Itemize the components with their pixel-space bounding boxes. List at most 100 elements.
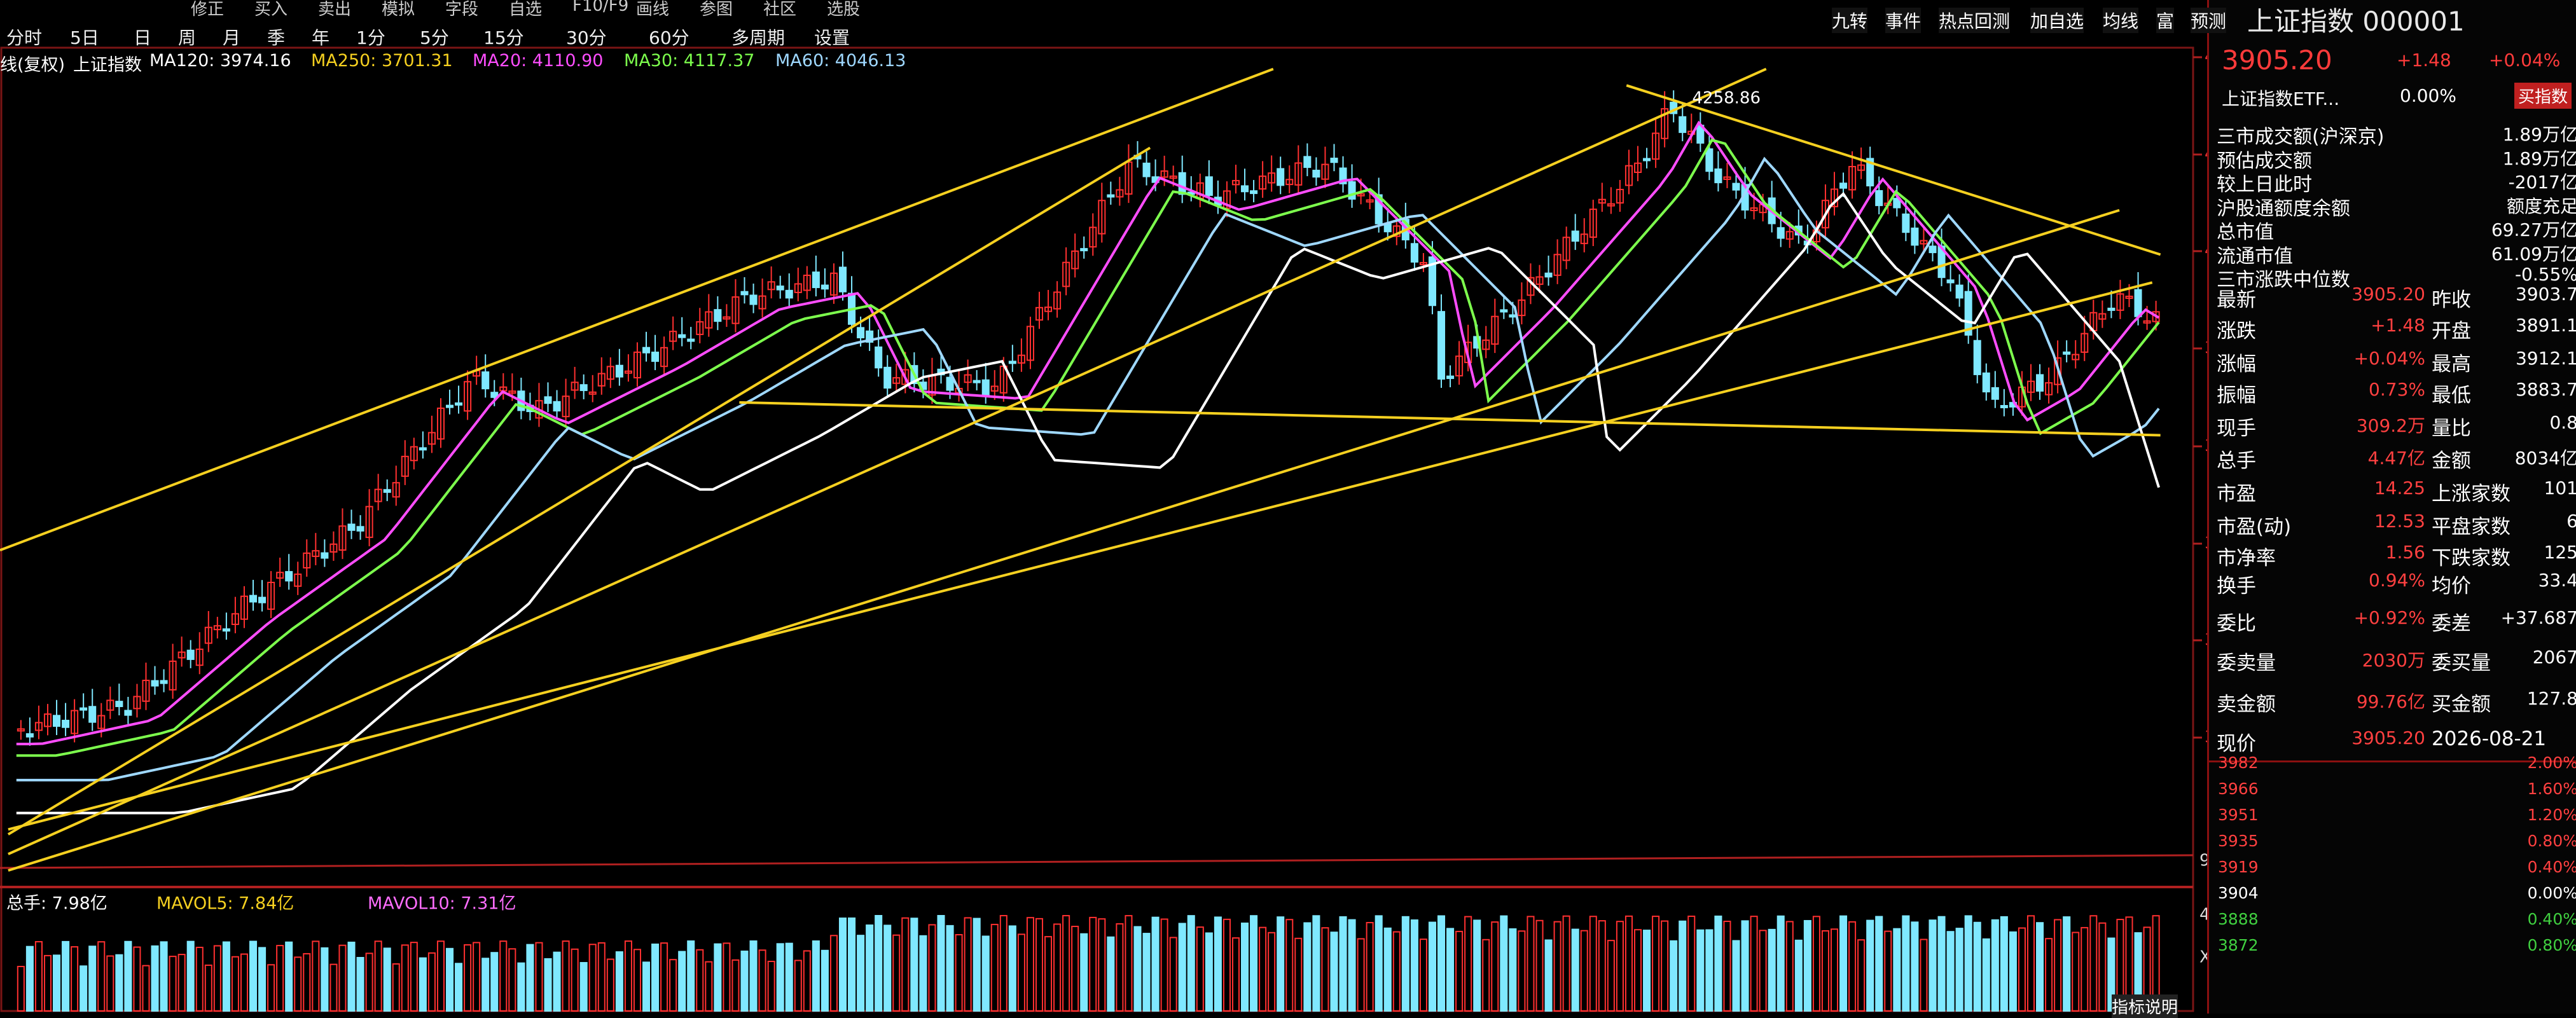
stat-value: -2017亿 xyxy=(2508,172,2576,193)
quote-label: 现价 xyxy=(2217,732,2256,755)
volume-bar xyxy=(544,958,552,1012)
volume-bar xyxy=(1509,928,1517,1012)
menu-item[interactable]: 模拟 xyxy=(382,0,415,19)
candle xyxy=(562,396,570,418)
period-tab[interactable]: 设置 xyxy=(814,27,850,48)
footer-tab[interactable]: 指标说明 xyxy=(2112,994,2178,1018)
candle xyxy=(615,364,623,378)
volume-bar xyxy=(1285,919,1294,1012)
volume-bar xyxy=(740,951,749,1012)
period-tab[interactable]: 日 xyxy=(134,27,152,48)
menu-item[interactable]: 修正 xyxy=(191,0,225,19)
menu-item[interactable]: 参图 xyxy=(700,0,733,19)
trend-line xyxy=(7,146,1151,836)
candle xyxy=(365,506,373,539)
volume-bar xyxy=(1973,921,1981,1012)
menu-item[interactable]: 选股 xyxy=(827,0,861,19)
volume-bar xyxy=(767,960,775,1012)
tool-button[interactable]: 热点回测 xyxy=(1939,8,2011,33)
quote-label: 量比 xyxy=(2432,416,2471,440)
candle xyxy=(106,699,114,711)
intraday-pct-label: 0.40% xyxy=(2527,858,2576,876)
candle xyxy=(624,370,632,374)
quote-label: 平盘家数 xyxy=(2432,515,2510,539)
menu-item[interactable]: 社区 xyxy=(763,0,797,19)
tool-button[interactable]: 九转 xyxy=(1832,8,1868,33)
volume-bar xyxy=(2072,932,2080,1012)
etf-button[interactable]: 买指数 xyxy=(2514,83,2572,109)
stat-label: 三市涨跌中位数 xyxy=(2217,269,2350,291)
volume-axis-label: X100 xyxy=(2199,948,2207,967)
volume-bar xyxy=(1821,930,1829,1012)
candle xyxy=(213,625,221,631)
period-tab[interactable]: 季 xyxy=(267,27,286,48)
tool-button[interactable]: 均线 xyxy=(2103,8,2139,33)
period-tab[interactable]: 月 xyxy=(223,27,241,48)
volume-bar xyxy=(1964,915,1972,1012)
period-tab[interactable]: 30分 xyxy=(566,27,607,48)
period-tab[interactable]: 5日 xyxy=(70,27,99,48)
volume-bar xyxy=(1902,915,1910,1012)
volume-axis-label: 952.55万 xyxy=(2199,851,2207,870)
intraday-price-label: 3872 xyxy=(2218,936,2259,954)
candle xyxy=(267,581,275,610)
period-tab[interactable]: 周 xyxy=(178,27,197,48)
tool-button[interactable]: 富 xyxy=(2156,8,2175,33)
period-tab[interactable]: 5分 xyxy=(420,27,449,48)
quote-change-pct: +0.04% xyxy=(2489,50,2561,71)
menu-item[interactable]: 画线 xyxy=(636,0,670,19)
period-tab[interactable]: 15分 xyxy=(483,27,524,48)
volume-bar xyxy=(177,954,186,1012)
volume-bar xyxy=(1866,919,1874,1012)
price-label: 4020 xyxy=(2205,241,2207,260)
volume-bar xyxy=(1026,917,1034,1012)
volume-bar xyxy=(1679,920,1687,1012)
candle xyxy=(1392,225,1401,237)
tool-button[interactable]: 预测 xyxy=(2191,8,2227,33)
period-tab[interactable]: 60分 xyxy=(649,27,689,48)
volume-bar xyxy=(928,924,936,1012)
menu-item[interactable]: 字段 xyxy=(445,0,479,19)
candle xyxy=(883,366,892,389)
volume-indicator: MAVOL5: 7.84亿 xyxy=(156,894,294,914)
period-tab[interactable]: 年 xyxy=(312,27,330,48)
quote-value: +0.04% xyxy=(2353,347,2425,369)
quote-value: 8034亿 xyxy=(2514,448,2576,469)
tool-button[interactable]: 加自选 xyxy=(2030,8,2084,33)
volume-bar xyxy=(1705,929,1714,1012)
volume-bar xyxy=(508,948,516,1012)
quote-value: 3883.7 xyxy=(2516,378,2576,400)
tool-button[interactable]: 事件 xyxy=(1885,8,1922,33)
period-tab[interactable]: 1分 xyxy=(356,27,385,48)
candle xyxy=(678,334,686,338)
volume-bar xyxy=(1410,919,1418,1012)
volume-bar xyxy=(1482,939,1490,1012)
period-tab[interactable]: 多周期 xyxy=(731,27,786,48)
volume-bar xyxy=(955,934,963,1012)
menu-item[interactable]: 自选 xyxy=(509,0,543,19)
volume-bar xyxy=(1277,916,1285,1012)
volume-bar xyxy=(213,945,221,1012)
volume-bar xyxy=(1294,937,1303,1012)
volume-bar xyxy=(1312,915,1320,1012)
candle xyxy=(1723,176,1731,180)
menu-item[interactable]: F10/F9 xyxy=(572,0,629,15)
menu-item[interactable]: 买入 xyxy=(254,0,288,19)
stat-value: 1.89万亿 xyxy=(2502,148,2576,169)
candle xyxy=(1437,311,1446,380)
candle xyxy=(1160,170,1168,178)
candle xyxy=(195,649,204,666)
candle xyxy=(1383,223,1392,233)
menu-item[interactable]: 卖出 xyxy=(318,0,352,19)
volume-bar xyxy=(267,964,275,1012)
volume-bar xyxy=(499,940,508,1012)
period-tab[interactable]: 分时 xyxy=(6,27,43,48)
volume-bar xyxy=(1133,926,1142,1012)
quote-label: 委卖量 xyxy=(2217,651,2276,675)
volume-bar xyxy=(714,943,722,1012)
volume-bar xyxy=(2054,919,2062,1012)
volume-bar xyxy=(1250,915,1258,1012)
candle xyxy=(1964,291,1972,336)
volume-bar xyxy=(222,941,230,1012)
ma-indicator: MA60: 4046.13 xyxy=(775,51,906,71)
